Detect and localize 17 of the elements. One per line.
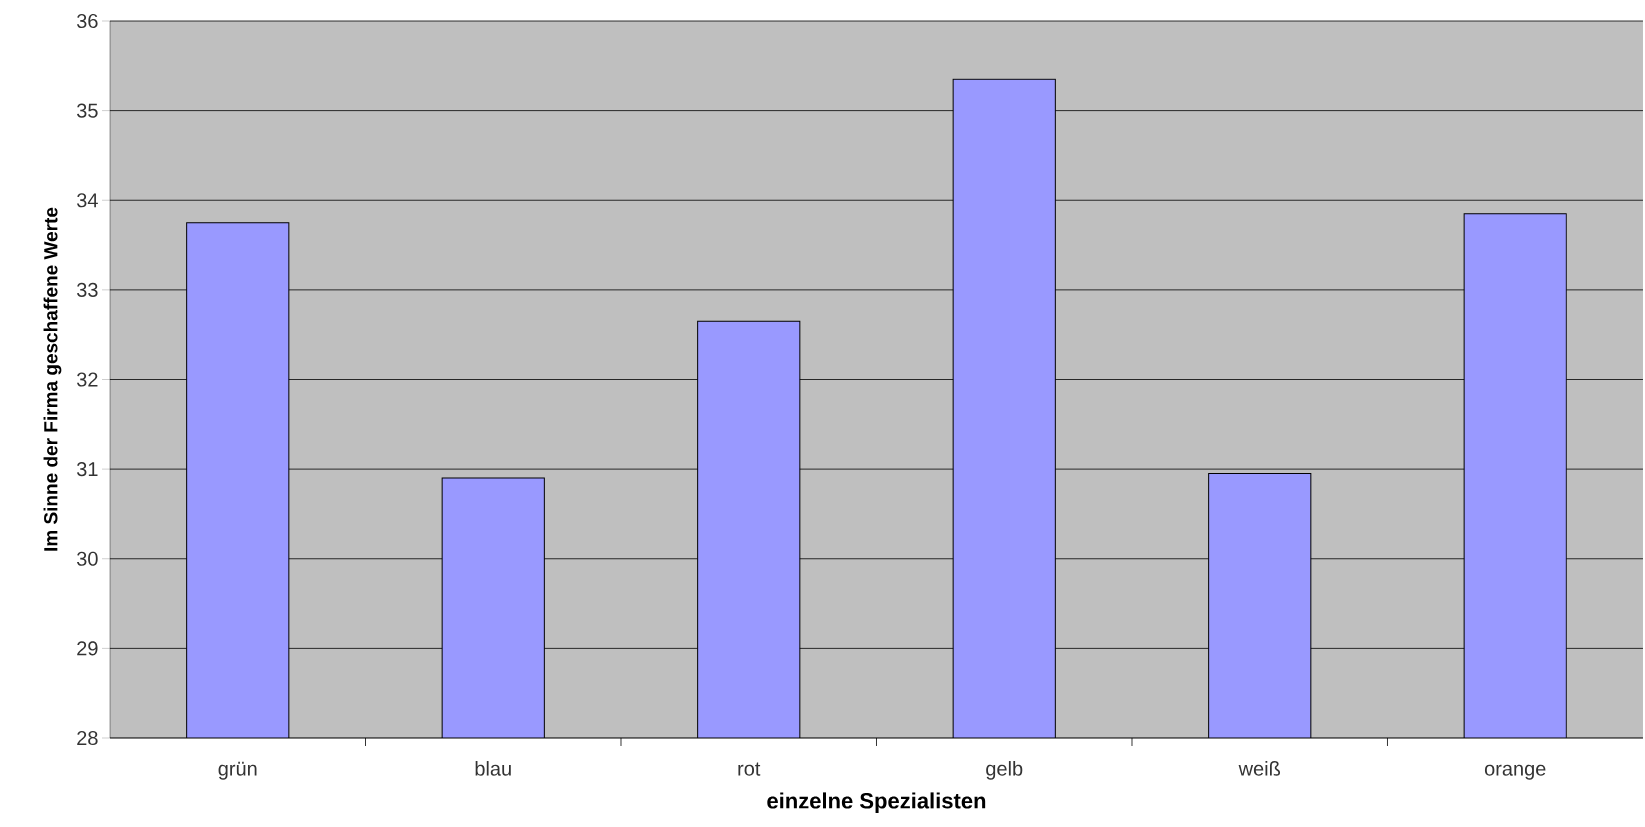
y-tick-label: 35 (76, 103, 98, 118)
x-tick-label: grün (218, 761, 257, 780)
y-tick-label: 34 (76, 193, 98, 208)
y-tick-label: 32 (76, 372, 98, 387)
y-tick-label: 30 (76, 551, 98, 566)
x-axis-title: einzelne Spezialisten (767, 792, 986, 813)
y-tick-label: 28 (77, 730, 98, 746)
y-tick-label: 36 (76, 13, 98, 29)
y-tick-label: 33 (76, 282, 98, 297)
x-tick-label: gelb (986, 761, 1023, 780)
x-tick-label: blau (475, 761, 511, 776)
y-axis-title: Im Sinne der Firma geschaffene Werte (43, 207, 62, 551)
y-tick-label: 31 (76, 462, 98, 477)
y-tick-label: 29 (77, 641, 98, 656)
x-tick-label: rot (738, 762, 761, 776)
x-tick-label: orange (1484, 764, 1546, 780)
x-tick-label: weiß (1238, 761, 1281, 776)
